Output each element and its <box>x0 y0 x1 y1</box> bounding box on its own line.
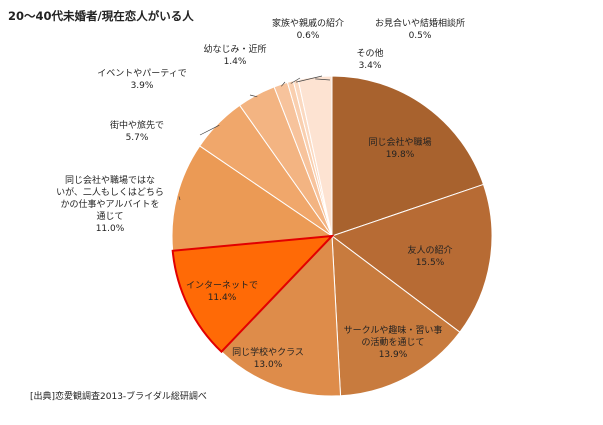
leader-line-8 <box>249 94 258 98</box>
pie-slice-12 <box>297 75 333 237</box>
slice-label-12: その他 3.4% <box>356 47 383 71</box>
slice-label-2: 友人の紹介 15.5% <box>407 244 452 268</box>
slice-label-1: 同じ会社や職場 19.8% <box>368 136 431 160</box>
pie-slice-1 <box>331 75 485 237</box>
slice-label-10: 家族や親戚の紹介 0.6% <box>272 17 344 41</box>
slice-label-9: 幼なじみ・近所 1.4% <box>203 43 266 67</box>
pie-slice-5 <box>171 234 335 354</box>
slice-label-11: お見合いや結婚相談所 0.5% <box>375 17 465 41</box>
pie-slice-3 <box>331 234 461 397</box>
leader-line-10 <box>290 77 301 84</box>
slice-label-7: 街中や旅先で 5.7% <box>110 119 164 143</box>
source-note: [出典]恋愛観調査2013-ブライダル総研調べ <box>30 392 207 402</box>
leader-line-12 <box>315 78 331 81</box>
pie-slice-6 <box>171 145 334 252</box>
slice-label-3: サークルや趣味・習い事の活動を通じて 13.9% <box>344 324 443 360</box>
leader-line-6 <box>178 196 181 201</box>
slice-label-5: インターネットで 11.4% <box>186 280 258 303</box>
leader-line-11 <box>296 75 323 83</box>
slice-label-8: イベントやパーティで 3.9% <box>97 68 186 91</box>
pie-slice-2 <box>330 183 493 333</box>
slice-label-4: 同じ学校やクラス 13.0% <box>232 346 304 370</box>
leader-line-7 <box>199 124 220 136</box>
pie-slice-4 <box>220 234 342 397</box>
leader-line-9 <box>281 81 286 87</box>
chart-title: 20～40代未婚者/現在恋人がいる人 <box>8 9 194 23</box>
slice-label-6: 同じ会社や職場ではないが、二人もしくはどちらかの仕事やアルバイトを通じて 11.0… <box>56 174 164 234</box>
